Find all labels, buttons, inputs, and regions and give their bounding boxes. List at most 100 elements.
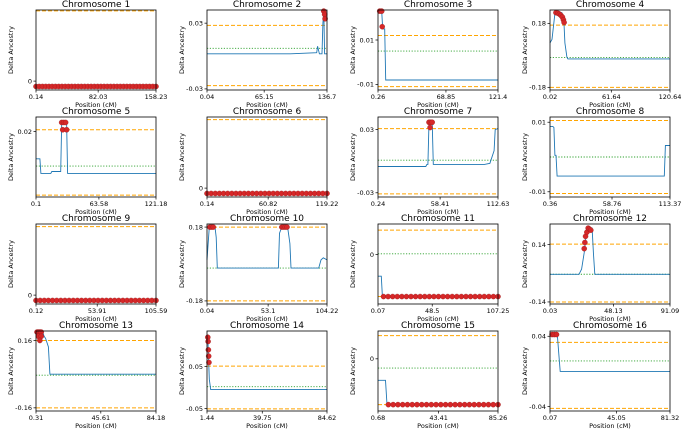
y-tick-label: 0.02 — [18, 128, 32, 136]
x-tick-label: 53.91 — [88, 307, 107, 315]
y-axis-label: Delta Ancestry — [178, 347, 186, 395]
y-tick-label: 0.18 — [189, 223, 203, 231]
significant-marker — [476, 293, 483, 300]
y-tick-label: 0.01 — [360, 36, 374, 44]
x-tick-label: 0.07 — [371, 307, 385, 315]
y-tick-label: -0.05 — [186, 405, 203, 413]
significant-marker — [380, 293, 387, 300]
significant-marker — [205, 338, 211, 345]
x-axis-label: Position (cM) — [246, 101, 288, 109]
significant-marker — [582, 239, 588, 246]
y-tick-label: -0.01 — [357, 81, 374, 89]
chart-title: Chromosome 14 — [230, 321, 304, 331]
chart-panel-10: Chromosome 10 0.04 53.1 104.22 0.18 -0.18 Posi… — [178, 214, 338, 323]
significant-marker — [404, 401, 411, 408]
x-tick-label: 65.15 — [255, 93, 274, 101]
x-tick-label: 0.36 — [543, 200, 557, 208]
x-tick-label: 91.09 — [661, 307, 680, 315]
chart-panel-6: Chromosome 6 0.14 60.82 119.22 0 Position (cM… — [178, 107, 338, 216]
plot-area — [36, 10, 156, 90]
plot-frame — [549, 330, 671, 412]
significant-marker — [385, 293, 391, 300]
x-tick-label: 0.12 — [29, 307, 43, 315]
x-axis-label: Position (cM) — [75, 101, 117, 109]
y-axis-label: Delta Ancestry — [178, 240, 186, 288]
plot-frame — [35, 223, 157, 305]
chart-title: Chromosome 1 — [62, 0, 130, 10]
significant-marker — [390, 401, 396, 408]
chart-title: Chromosome 12 — [573, 214, 647, 224]
x-tick-label: 0.14 — [29, 93, 43, 101]
chart-panel-15: Chromosome 15 0.68 43.41 85.26 0 Position (cM… — [349, 321, 507, 430]
y-axis-label: Delta Ancestry — [521, 133, 529, 181]
chart-title: Chromosome 13 — [59, 321, 133, 331]
x-tick-label: 104.22 — [316, 307, 339, 315]
significant-marker — [417, 293, 423, 300]
chart-panel-3: Chromosome 3 0.26 68.85 121.4 0.01 -0.01 Posit… — [349, 0, 507, 109]
significant-marker — [442, 401, 449, 408]
plot-area — [378, 117, 498, 197]
significant-marker — [457, 401, 463, 408]
plot-area — [207, 10, 327, 90]
y-axis-label: Delta Ancestry — [7, 26, 15, 74]
x-tick-label: 1.44 — [200, 414, 214, 422]
y-tick-label: 0 — [370, 251, 374, 259]
significant-marker — [423, 401, 430, 408]
significant-marker — [399, 401, 406, 408]
y-axis-label: Delta Ancestry — [7, 240, 15, 288]
x-axis-label: Position (cM) — [417, 422, 459, 430]
significant-marker — [463, 293, 469, 300]
y-axis-label: Delta Ancestry — [349, 240, 357, 288]
x-tick-label: 68.85 — [437, 93, 456, 101]
y-tick-label: 0.18 — [532, 20, 546, 28]
y-axis-label: Delta Ancestry — [7, 133, 15, 181]
x-axis-label: Position (cM) — [246, 315, 288, 323]
significant-marker — [63, 126, 70, 133]
plot-frame — [206, 116, 328, 198]
x-tick-label: 0.03 — [543, 307, 557, 315]
chart-panel-12: Chromosome 12 0.03 48.13 91.09 0.14 -0.14 Posi… — [521, 214, 679, 323]
y-axis-label: Delta Ancestry — [521, 240, 529, 288]
plot-area — [378, 224, 498, 304]
y-tick-label: 0 — [370, 355, 374, 363]
plot-frame — [549, 223, 671, 305]
significant-marker — [438, 401, 444, 408]
y-axis-label: Delta Ancestry — [178, 133, 186, 181]
significant-marker — [481, 293, 488, 300]
significant-marker — [379, 23, 385, 30]
ancestry-line — [550, 125, 670, 177]
significant-marker — [412, 293, 419, 300]
significant-marker — [403, 293, 410, 300]
y-tick-label: -0.03 — [357, 189, 374, 197]
x-tick-label: 158.23 — [145, 93, 168, 101]
x-tick-label: 0.04 — [200, 93, 214, 101]
significant-marker — [480, 401, 487, 408]
x-tick-label: 0.26 — [371, 93, 385, 101]
x-tick-label: 43.41 — [429, 414, 448, 422]
x-axis-label: Position (cM) — [246, 208, 288, 216]
x-tick-label: 112.63 — [487, 200, 510, 208]
significant-marker — [490, 293, 497, 300]
plot-area — [36, 117, 156, 197]
x-tick-label: 85.26 — [489, 414, 508, 422]
chart-title: Chromosome 15 — [401, 321, 475, 331]
significant-marker — [440, 293, 446, 300]
x-tick-label: 61.64 — [602, 93, 621, 101]
significant-marker — [485, 401, 492, 408]
chart-panel-2: Chromosome 2 0.04 65.15 136.7 0.03 -0.03 Posit… — [178, 0, 336, 109]
plot-area — [550, 224, 670, 304]
ancestry-line — [378, 121, 499, 167]
plot-frame — [377, 223, 499, 305]
significant-marker — [476, 401, 482, 408]
y-tick-label: 0.01 — [532, 119, 546, 127]
y-tick-label: 0 — [28, 291, 32, 299]
plot-frame — [35, 330, 157, 412]
significant-marker — [421, 293, 428, 300]
y-axis-label: Delta Ancestry — [7, 347, 15, 395]
x-axis-label: Position (cM) — [589, 101, 631, 109]
y-tick-label: 0.05 — [189, 363, 203, 371]
significant-marker — [37, 337, 43, 344]
significant-marker — [389, 293, 396, 300]
ancestry-line — [207, 11, 327, 55]
